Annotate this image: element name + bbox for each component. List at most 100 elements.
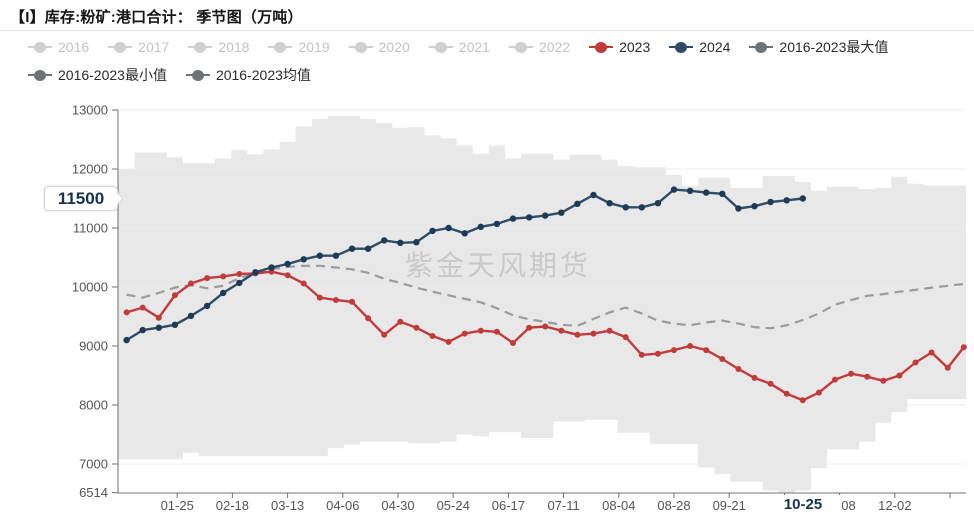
data-point-2023	[654, 350, 661, 357]
data-point-2023	[606, 327, 613, 334]
legend-line-dot-icon	[669, 41, 694, 54]
seasonal-chart-svg: 紫金天风期货 13000 12000 11000 10000 9000 8000 7000 65…	[72, 103, 967, 513]
data-point-2023	[204, 275, 211, 282]
legend-item-label: 2016-2023最小值	[58, 67, 167, 83]
legend-item-2024[interactable]: 2024	[669, 39, 730, 55]
x-tick-label-01-25: 01-25	[161, 498, 194, 513]
legend-line-dot-icon	[185, 69, 210, 82]
data-point-2024	[606, 200, 613, 207]
data-point-2024	[397, 239, 404, 246]
data-point-2024	[139, 326, 146, 334]
legend-item-label: 2020	[378, 39, 410, 55]
legend-item-2017[interactable]: 2017	[108, 39, 169, 55]
data-point-2023	[671, 347, 677, 354]
legend-row-2: 2016-2023最小值 2016-2023均值	[28, 65, 968, 85]
data-point-2023	[848, 370, 855, 377]
y-tick-label-13000: 13000	[72, 103, 108, 118]
legend-item-label: 2018	[218, 39, 250, 55]
legend-line-dot-icon	[589, 41, 614, 54]
y-tick-label-10000: 10000	[72, 280, 108, 295]
legend-line-dot-icon	[188, 41, 213, 54]
data-point-2024	[461, 230, 468, 237]
legend-item-2016-2023-[interactable]: 2016-2023最小值	[28, 65, 167, 85]
series-mean-2016-2023	[126, 264, 964, 330]
data-point-2023	[767, 380, 774, 387]
data-point-2023	[896, 372, 903, 379]
data-point-2023	[864, 373, 871, 380]
data-point-2023	[365, 315, 372, 322]
legend-item-2018[interactable]: 2018	[188, 39, 249, 55]
y-axis-current-value-badge: 11500	[44, 186, 118, 211]
data-point-2023	[381, 331, 388, 338]
data-point-2024	[719, 190, 726, 197]
data-point-2024	[268, 264, 275, 271]
data-point-2024	[348, 245, 356, 252]
data-point-2023	[316, 294, 323, 301]
y-tick-label-6514: 6514	[79, 485, 108, 500]
data-point-2023	[284, 272, 291, 279]
legend-item-label: 2021	[458, 39, 490, 55]
data-point-2023	[493, 328, 500, 335]
chart-legend: 2016 2017 2018 2019 2020 2021 2022 2023 2024 2016…	[28, 37, 968, 93]
data-point-2023	[123, 309, 130, 316]
data-point-2024	[381, 237, 388, 244]
x-tick-label-04-30: 04-30	[381, 498, 414, 513]
data-point-2024	[332, 252, 340, 259]
series-2023-markers	[123, 268, 967, 404]
data-point-2023	[590, 330, 597, 337]
legend-item-2021[interactable]: 2021	[428, 39, 490, 55]
x-tick-label-07-11: 07-11	[547, 498, 579, 513]
legend-item-label: 2016-2023均值	[215, 67, 311, 83]
legend-item-2016-2023-[interactable]: 2016-2023最大值	[749, 37, 888, 57]
data-point-2023	[912, 359, 919, 366]
data-point-2023	[799, 397, 806, 404]
data-point-2023	[783, 390, 790, 397]
legend-item-2022[interactable]: 2022	[508, 39, 571, 55]
x-tick-label-08-04: 08-04	[602, 498, 635, 513]
x-tick-label-09-21: 09-21	[713, 498, 746, 513]
legend-item-label: 2016-2023最大值	[779, 39, 889, 55]
data-point-2024	[316, 252, 323, 259]
data-point-2023	[188, 280, 194, 287]
data-point-2023	[413, 324, 420, 331]
legend-line-dot-icon	[28, 41, 52, 54]
legend-line-dot-icon	[348, 41, 373, 54]
data-point-2024	[558, 209, 565, 216]
data-point-2023	[832, 376, 838, 383]
data-point-2023	[477, 327, 484, 334]
data-point-2024	[751, 203, 758, 210]
data-point-2023	[332, 297, 339, 303]
data-point-2023	[236, 271, 243, 277]
data-point-2024	[799, 195, 806, 202]
legend-item-2019[interactable]: 2019	[268, 39, 330, 55]
data-point-2024	[783, 197, 790, 204]
chart-canvas[interactable]: 紫金天风期货 13000 12000 11000 10000 9000 8000 7000 65…	[0, 85, 974, 522]
data-point-2024	[670, 186, 678, 193]
y-tick-label-7000: 7000	[79, 457, 108, 472]
data-point-2023	[944, 364, 951, 371]
legend-item-2016[interactable]: 2016	[28, 39, 89, 55]
data-point-2023	[155, 314, 162, 321]
x-axis-current-date-label: 10-25	[764, 495, 842, 514]
x-tick-label-05-24: 05-24	[437, 498, 470, 513]
data-point-2024	[364, 245, 372, 252]
data-point-2023	[526, 324, 533, 331]
min-max-band	[118, 115, 966, 493]
data-point-2024	[509, 215, 517, 222]
data-point-2024	[525, 214, 533, 221]
legend-item-2020[interactable]: 2020	[348, 39, 410, 55]
data-point-2024	[220, 289, 227, 297]
data-point-2023	[960, 344, 967, 351]
legend-line-dot-icon	[268, 41, 293, 54]
data-point-2024	[703, 189, 710, 196]
data-point-2023	[815, 389, 822, 396]
legend-item-2023[interactable]: 2023	[589, 39, 650, 55]
data-point-2024	[622, 204, 629, 211]
page-title: 【I】库存:粉矿:港口合计： 季节图（万吨）	[10, 9, 303, 26]
y-tick-label-12000: 12000	[72, 162, 108, 177]
data-point-2024	[123, 336, 130, 344]
data-point-2023	[751, 374, 758, 381]
data-point-2024	[300, 256, 307, 263]
legend-item-2016-2023-[interactable]: 2016-2023均值	[185, 65, 311, 85]
legend-item-label: 2022	[538, 39, 571, 55]
